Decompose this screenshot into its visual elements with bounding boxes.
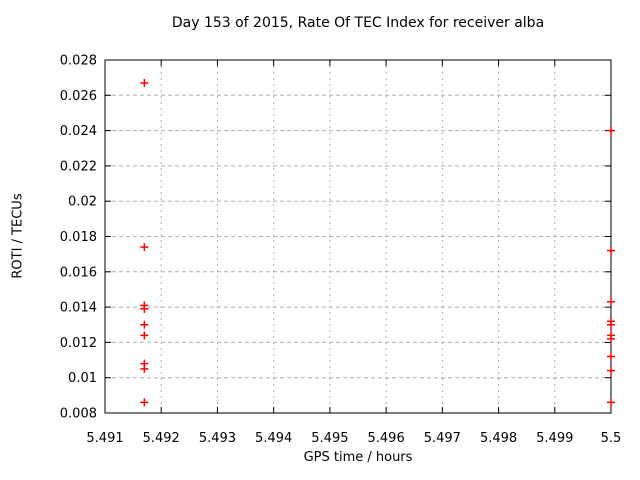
x-tick-label: 5.499 [536, 431, 573, 446]
y-tick-label: 0.026 [60, 89, 97, 104]
data-point-plus-marker [140, 304, 149, 313]
x-tick-label: 5.491 [86, 431, 123, 446]
x-tick-label: 5.496 [368, 431, 405, 446]
data-point-plus-marker [607, 366, 615, 375]
y-tick-label: 0.02 [68, 195, 97, 210]
data-point-plus-marker [607, 334, 615, 343]
x-tick-label: 5.495 [311, 431, 348, 446]
y-tick-label: 0.022 [60, 159, 97, 174]
y-tick-label: 0.014 [60, 301, 97, 316]
x-tick-label: 5.494 [255, 431, 292, 446]
data-point-plus-marker [140, 398, 149, 407]
x-axis-label: GPS time / hours [303, 450, 413, 465]
x-tick-label: 5.492 [143, 431, 180, 446]
x-tick-label: 5.493 [199, 431, 236, 446]
y-tick-label: 0.028 [60, 54, 97, 69]
y-tick-label: 0.01 [68, 371, 97, 386]
data-point-plus-marker [140, 364, 149, 373]
y-tick-label: 0.018 [60, 230, 97, 245]
data-point-plus-marker [140, 78, 149, 87]
y-tick-label: 0.024 [60, 124, 97, 139]
data-point-plus-marker [140, 320, 149, 329]
data-point-plus-marker [607, 246, 615, 255]
y-tick-label: 0.016 [60, 265, 97, 280]
data-point-plus-marker [607, 126, 615, 135]
data-point-plus-marker [607, 297, 615, 306]
y-tick-label: 0.008 [60, 407, 97, 422]
data-point-plus-marker [607, 320, 615, 329]
y-tick-label: 0.012 [60, 336, 97, 351]
data-point-plus-marker [140, 331, 149, 340]
chart-title: Day 153 of 2015, Rate Of TEC Index for r… [171, 15, 545, 31]
data-point-plus-marker [607, 398, 615, 407]
x-tick-label: 5.498 [480, 431, 517, 446]
x-tick-label: 5.5 [601, 431, 622, 446]
data-point-plus-marker [607, 352, 615, 361]
data-point-plus-marker [140, 243, 149, 252]
x-tick-label: 5.497 [424, 431, 461, 446]
